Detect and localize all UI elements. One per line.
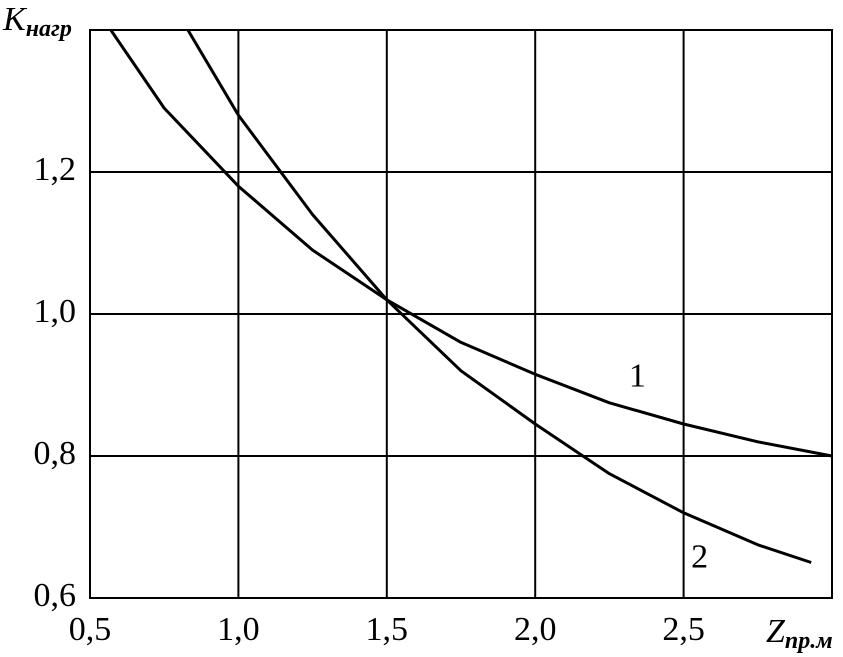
y-tick-label: 0,8 <box>34 435 77 472</box>
x-tick-label: 2,5 <box>662 611 705 648</box>
x-tick-label: 1,5 <box>366 611 409 648</box>
curve <box>109 29 833 458</box>
x-axis-label-sub: пр.м <box>785 628 833 654</box>
curve-label: 2 <box>691 539 708 576</box>
x-tick-label: 2,0 <box>514 611 557 648</box>
y-axis-label-sub: нагр <box>26 16 72 42</box>
y-tick-label: 1,0 <box>34 293 77 330</box>
y-tick-label: 0,6 <box>34 577 77 614</box>
x-axis-label: Zпр.м <box>766 613 833 654</box>
plot-frame <box>89 29 833 599</box>
x-axis-label-main: Z <box>766 613 786 650</box>
x-tick-label: 0,5 <box>69 611 112 648</box>
y-axis-label: Kнагр <box>2 1 72 42</box>
y-axis-label-main: K <box>2 1 28 38</box>
y-tick-label: 1,2 <box>34 151 77 188</box>
curve <box>186 29 812 564</box>
x-tick-label: 1,0 <box>217 611 260 648</box>
curve-label: 1 <box>629 358 646 395</box>
